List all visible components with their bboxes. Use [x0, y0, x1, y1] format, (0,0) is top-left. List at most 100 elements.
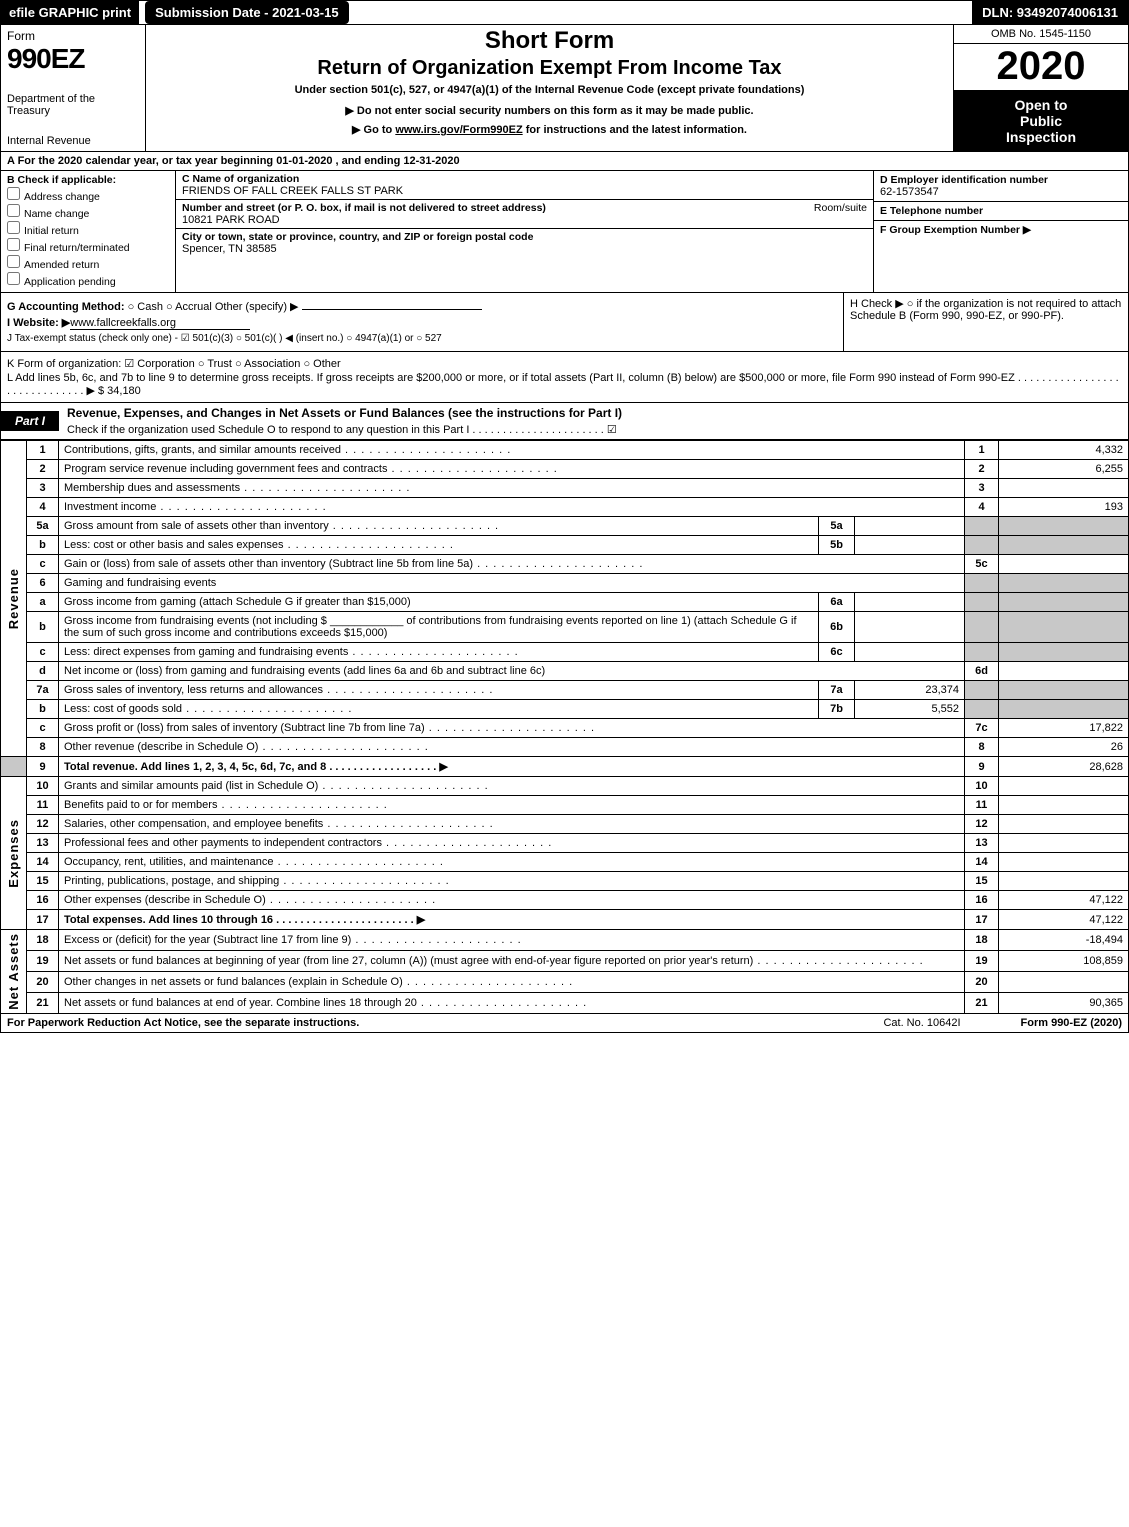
cb-amended-return[interactable]: Amended return [7, 255, 169, 271]
sidebar-net-assets: Net Assets [1, 930, 27, 1014]
grey-cell [999, 574, 1129, 593]
under-section-text: Under section 501(c), 527, or 4947(a)(1)… [152, 84, 947, 96]
grey-cell [1, 757, 27, 777]
line-6c-num: c [27, 643, 59, 662]
line-16-amt: 47,122 [999, 891, 1129, 910]
line-17-rnum: 17 [965, 910, 999, 930]
grey-cell [999, 536, 1129, 555]
line-1-amt: 4,332 [999, 441, 1129, 460]
line-1-num: 1 [27, 441, 59, 460]
line-3-desc: Membership dues and assessments [59, 479, 965, 498]
line-5c-desc: Gain or (loss) from sale of assets other… [59, 555, 965, 574]
line-7b-subval: 5,552 [855, 700, 965, 719]
line-12-num: 12 [27, 815, 59, 834]
tax-year: 2020 [954, 44, 1128, 91]
line-6a-desc: Gross income from gaming (attach Schedul… [59, 593, 819, 612]
open-to-public: Open to Public Inspection [954, 91, 1128, 151]
ssn-warning: ▶ Do not enter social security numbers o… [152, 104, 947, 117]
line-18-rnum: 18 [965, 930, 999, 951]
line-7c-desc: Gross profit or (loss) from sales of inv… [59, 719, 965, 738]
part-i-table: Revenue 1 Contributions, gifts, grants, … [0, 440, 1129, 1014]
cb-initial-return[interactable]: Initial return [7, 221, 169, 237]
line-9-num: 9 [27, 757, 59, 777]
line-20-amt [999, 971, 1129, 992]
grey-cell [965, 681, 999, 700]
line-18-num: 18 [27, 930, 59, 951]
open-line2: Public [958, 113, 1124, 129]
efile-print-label[interactable]: efile GRAPHIC print [1, 1, 139, 24]
line-6c-desc: Less: direct expenses from gaming and fu… [59, 643, 819, 662]
d-ein: D Employer identification number 62-1573… [874, 171, 1128, 202]
line-12-rnum: 12 [965, 815, 999, 834]
line-6d-amt [999, 662, 1129, 681]
line-8-num: 8 [27, 738, 59, 757]
grey-cell [999, 612, 1129, 643]
part-i-label: Part I [1, 411, 59, 431]
col-def: D Employer identification number 62-1573… [873, 171, 1128, 292]
grey-cell [965, 700, 999, 719]
year-omb-block: OMB No. 1545-1150 2020 Open to Public In… [953, 25, 1128, 151]
line-11-desc: Benefits paid to or for members [59, 796, 965, 815]
line-10-rnum: 10 [965, 777, 999, 796]
line-17-amt: 47,122 [999, 910, 1129, 930]
cb-name-change[interactable]: Name change [7, 204, 169, 220]
line-18-amt: -18,494 [999, 930, 1129, 951]
goto-post: for instructions and the latest informat… [523, 124, 747, 136]
line-4-desc: Investment income [59, 498, 965, 517]
line-5c-rnum: 5c [965, 555, 999, 574]
cb-application-pending[interactable]: Application pending [7, 272, 169, 288]
line-20-rnum: 20 [965, 971, 999, 992]
room-suite-label: Room/suite [806, 202, 867, 226]
kl-block: K Form of organization: ☑ Corporation ○ … [0, 352, 1129, 403]
line-10-amt [999, 777, 1129, 796]
i-website: I Website: ▶www.fallcreekfalls.org [7, 316, 837, 330]
line-18-desc: Excess or (deficit) for the year (Subtra… [59, 930, 965, 951]
line-7c-amt: 17,822 [999, 719, 1129, 738]
ghij-block: G Accounting Method: ○ Cash ○ Accrual Ot… [0, 293, 1129, 352]
line-16-num: 16 [27, 891, 59, 910]
line-10-desc: Grants and similar amounts paid (list in… [59, 777, 965, 796]
line-11-amt [999, 796, 1129, 815]
sidebar-revenue: Revenue [1, 441, 27, 757]
line-14-num: 14 [27, 853, 59, 872]
line-6a-subnum: 6a [819, 593, 855, 612]
line-19-amt: 108,859 [999, 950, 1129, 971]
part-i-header: Part I Revenue, Expenses, and Changes in… [0, 403, 1129, 440]
line-7a-desc: Gross sales of inventory, less returns a… [59, 681, 819, 700]
org-address: 10821 PARK ROAD [182, 214, 546, 226]
col-b-checkboxes: B Check if applicable: Address change Na… [1, 171, 176, 292]
line-9-amt: 28,628 [999, 757, 1129, 777]
line-1-desc: Contributions, gifts, grants, and simila… [59, 441, 965, 460]
goto-link[interactable]: www.irs.gov/Form990EZ [395, 124, 522, 136]
org-city: Spencer, TN 38585 [182, 243, 533, 255]
line-3-amt [999, 479, 1129, 498]
line-6-desc: Gaming and fundraising events [59, 574, 965, 593]
website-link[interactable]: www.fallcreekfalls.org [70, 317, 250, 330]
cb-address-change[interactable]: Address change [7, 187, 169, 203]
line-7a-num: 7a [27, 681, 59, 700]
g-accounting-method: G Accounting Method: ○ Cash ○ Accrual Ot… [7, 300, 837, 313]
line-15-num: 15 [27, 872, 59, 891]
line-14-desc: Occupancy, rent, utilities, and maintena… [59, 853, 965, 872]
grey-cell [965, 536, 999, 555]
line-3-rnum: 3 [965, 479, 999, 498]
line-16-rnum: 16 [965, 891, 999, 910]
f-group-exemption: F Group Exemption Number ▶ [874, 221, 1128, 239]
cb-final-return[interactable]: Final return/terminated [7, 238, 169, 254]
c-city-label: City or town, state or province, country… [182, 231, 533, 243]
line-7c-num: c [27, 719, 59, 738]
line-7c-rnum: 7c [965, 719, 999, 738]
grey-cell [999, 517, 1129, 536]
line-14-amt [999, 853, 1129, 872]
dept-treasury: Department of the Treasury [7, 93, 139, 117]
e-phone: E Telephone number [874, 202, 1128, 221]
line-1-rnum: 1 [965, 441, 999, 460]
omb-number: OMB No. 1545-1150 [954, 25, 1128, 44]
j-tax-exempt: J Tax-exempt status (check only one) - ☑… [7, 333, 837, 344]
line-17-desc: Total expenses. Add lines 10 through 16 … [59, 910, 965, 930]
line-6a-num: a [27, 593, 59, 612]
cat-number: Cat. No. 10642I [883, 1017, 960, 1029]
line-5a-subval [855, 517, 965, 536]
line-7b-desc: Less: cost of goods sold [59, 700, 819, 719]
line-19-rnum: 19 [965, 950, 999, 971]
